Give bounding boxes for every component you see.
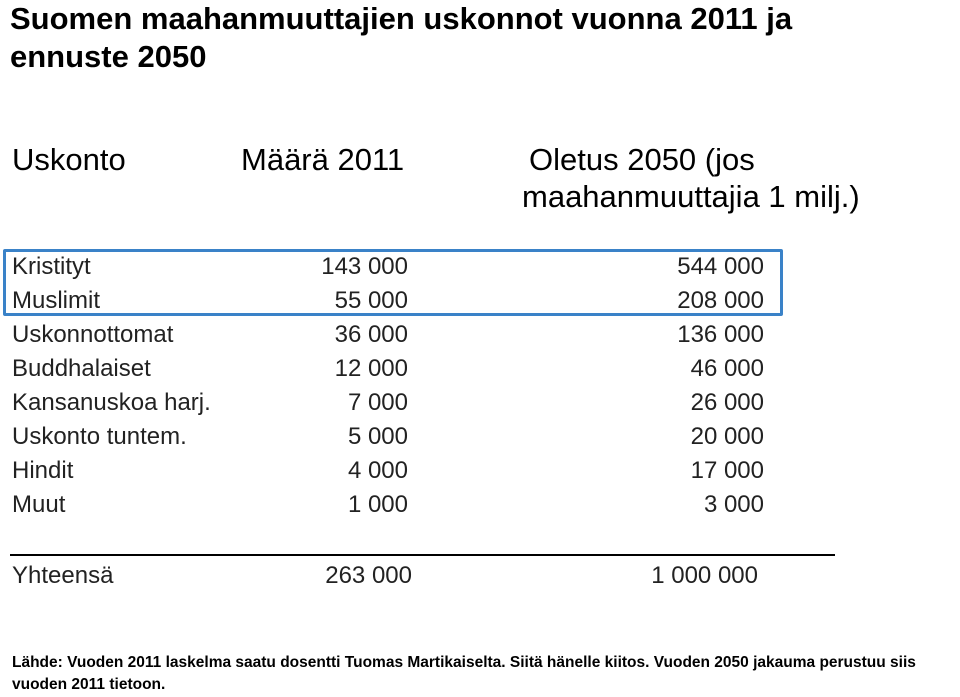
religion-name: Muslimit — [12, 287, 100, 314]
forecast-2050: 208 000 — [677, 287, 764, 314]
table-row: Muut 1 000 3 000 — [0, 488, 960, 522]
religion-name: Buddhalaiset — [12, 355, 151, 382]
religion-name: Hindit — [12, 457, 74, 484]
forecast-2050: 46 000 — [690, 355, 764, 382]
column-header-count-2011: Määrä 2011 — [241, 142, 405, 177]
forecast-2050: 17 000 — [690, 457, 764, 484]
count-2011: 12 000 — [334, 355, 408, 382]
source-note: Lähde: Vuoden 2011 laskelma saatu dosent… — [12, 654, 916, 693]
count-2011: 4 000 — [347, 457, 408, 484]
highlight-box — [3, 249, 783, 316]
column-header-forecast-2050: Oletus 2050 (jos — [529, 142, 755, 177]
total-divider — [10, 554, 835, 556]
forecast-2050: 136 000 — [677, 321, 764, 348]
table-row: Uskonto tuntem. 5 000 20 000 — [0, 420, 960, 454]
religion-name: Uskonnottomat — [12, 321, 174, 348]
page-title: Suomen maahanmuuttajien uskonnot vuonna … — [10, 1, 793, 74]
forecast-2050: 20 000 — [690, 423, 764, 450]
religion-name: Kristityt — [12, 253, 91, 280]
count-2011: 7 000 — [347, 389, 408, 416]
religion-name: Muut — [12, 491, 66, 518]
forecast-2050: 544 000 — [677, 253, 764, 280]
total-2011: 263 000 — [325, 562, 412, 589]
count-2011: 5 000 — [347, 423, 408, 450]
total-label: Yhteensä — [12, 562, 114, 589]
count-2011: 55 000 — [334, 287, 408, 314]
table-row: Muslimit 55 000 208 000 — [0, 284, 960, 318]
total-2050: 1 000 000 — [651, 562, 758, 589]
column-header-religion: Uskonto — [12, 142, 126, 177]
table-row: Kristityt 143 000 544 000 — [0, 250, 960, 284]
table-row: Kansanuskoa harj. 7 000 26 000 — [0, 386, 960, 420]
table-row: Buddhalaiset 12 000 46 000 — [0, 352, 960, 386]
table-row: Uskonnottomat 36 000 136 000 — [0, 318, 960, 352]
table-row: Hindit 4 000 17 000 — [0, 454, 960, 488]
religion-name: Uskonto tuntem. — [12, 423, 187, 450]
column-header-forecast-2050-cont: maahanmuuttajia 1 milj.) — [522, 179, 860, 214]
count-2011: 143 000 — [321, 253, 408, 280]
forecast-2050: 3 000 — [703, 491, 764, 518]
total-row: Yhteensä 263 000 1 000 000 — [0, 559, 960, 593]
forecast-2050: 26 000 — [690, 389, 764, 416]
count-2011: 1 000 — [347, 491, 408, 518]
religion-name: Kansanuskoa harj. — [12, 389, 211, 416]
count-2011: 36 000 — [334, 321, 408, 348]
